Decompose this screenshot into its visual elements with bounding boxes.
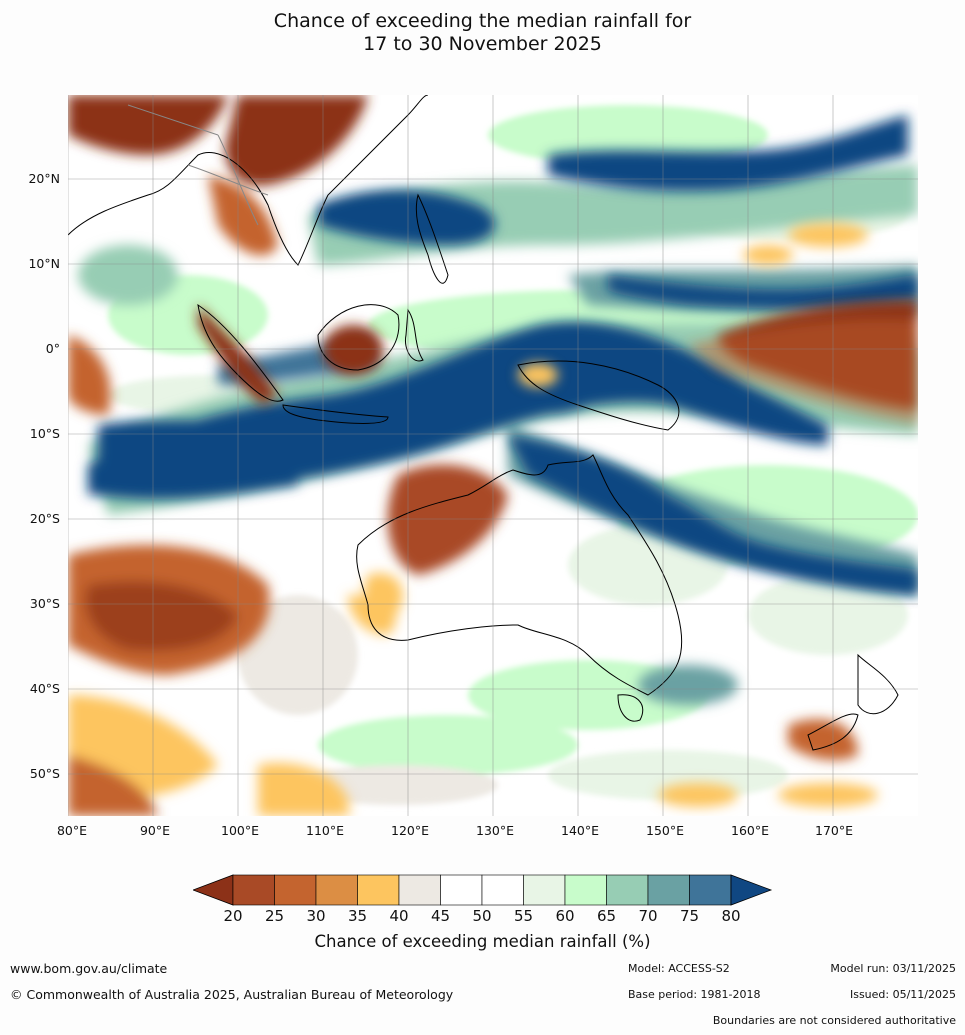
colorbar-cell — [523, 874, 566, 906]
colorbar-tick-label: 25 — [264, 907, 285, 925]
coastlines — [68, 95, 899, 751]
lon-label-160e: 160°E — [730, 823, 770, 838]
colorbar-tick-label: 60 — [555, 907, 575, 925]
colorbar-tick-label: 40 — [389, 907, 409, 925]
lon-label-120e: 120°E — [390, 823, 430, 838]
colorbar-cell — [647, 874, 690, 906]
colorbar-cell — [689, 874, 732, 906]
title-line-1: Chance of exceeding the median rainfall … — [273, 10, 692, 32]
colorbar — [193, 874, 773, 906]
lat-label-20n: 20°N — [28, 171, 60, 186]
colorbar-cell — [398, 874, 441, 906]
colorbar-tick-label: 20 — [223, 907, 243, 925]
colorbar-cell — [481, 874, 524, 906]
colorbar-tick-label: 45 — [430, 907, 451, 925]
colorbar-cell — [564, 874, 607, 906]
colorbar-tick-label: 70 — [638, 907, 658, 925]
colorbar-tick-label: 55 — [513, 907, 534, 925]
colorbar-low-extension — [193, 874, 234, 906]
graticule — [68, 95, 918, 816]
colorbar-tick-label: 80 — [721, 907, 741, 925]
map-title: Chance of exceeding the median rainfall … — [0, 10, 965, 56]
lat-label-10s: 10°S — [29, 426, 60, 441]
lat-label-20s: 20°S — [29, 511, 60, 526]
colorbar-high-extension — [730, 874, 773, 906]
issued-text: Issued: 05/11/2025 — [849, 988, 956, 1001]
colorbar-cell — [357, 874, 400, 906]
lat-label-40s: 40°S — [29, 681, 60, 696]
colorbar-tick-label: 65 — [596, 907, 617, 925]
model-run-text: Model run: 03/11/2025 — [830, 962, 956, 975]
colorbar-tick-label: 35 — [347, 907, 368, 925]
lon-label-170e: 170°E — [814, 823, 854, 838]
lat-label-30s: 30°S — [29, 596, 60, 611]
title-line-2: 17 to 30 November 2025 — [363, 33, 602, 55]
lat-label-0: 0° — [45, 341, 60, 356]
lon-label-110e: 110°E — [305, 823, 345, 838]
colorbar-cell — [606, 874, 649, 906]
lat-label-50s: 50°S — [29, 766, 60, 781]
lon-label-80e: 80°E — [56, 823, 88, 838]
base-period-text: Base period: 1981-2018 — [628, 988, 761, 1001]
disclaimer-text: Boundaries are not considered authoritat… — [712, 1014, 956, 1027]
copyright-text: © Commonwealth of Australia 2025, Austra… — [10, 987, 454, 1002]
website-text: www.bom.gov.au/climate — [10, 961, 168, 976]
lon-label-150e: 150°E — [645, 823, 685, 838]
lat-label-10n: 10°N — [28, 256, 60, 271]
colorbar-tick-label: 75 — [679, 907, 700, 925]
lon-label-140e: 140°E — [560, 823, 600, 838]
colorbar-cell — [274, 874, 317, 906]
model-text: Model: ACCESS-S2 — [628, 962, 730, 975]
lon-label-130e: 130°E — [475, 823, 515, 838]
lon-label-90e: 90°E — [139, 823, 171, 838]
lon-label-100e: 100°E — [220, 823, 260, 838]
rainfall-map — [68, 95, 918, 816]
colorbar-tick-label: 30 — [306, 907, 326, 925]
colorbar-title: Chance of exceeding median rainfall (%) — [314, 932, 651, 951]
colorbar-cell — [440, 874, 483, 906]
colorbar-tick-label: 50 — [472, 907, 492, 925]
map-field — [68, 95, 918, 816]
colorbar-cell — [315, 874, 358, 906]
colorbar-cells — [193, 874, 773, 906]
colorbar-cell — [232, 874, 275, 906]
